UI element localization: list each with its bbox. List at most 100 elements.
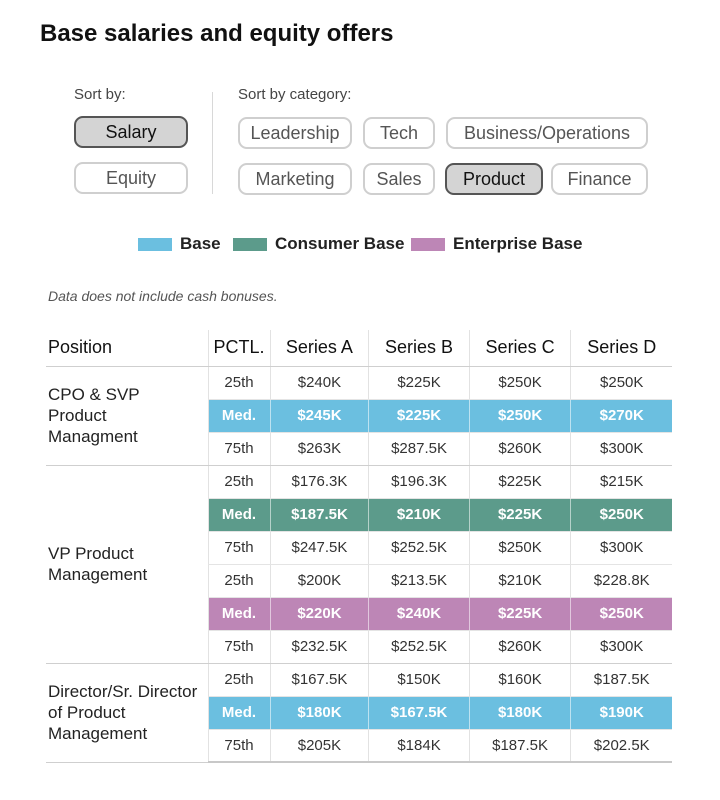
value-cell: $210K	[368, 498, 470, 532]
value-cell: $225K	[468, 498, 571, 532]
table-row: 75th $247.5K $252.5K $250K $300K	[46, 531, 672, 565]
pctl-cell: Med.	[207, 597, 270, 631]
value-cell: $225K	[368, 366, 470, 400]
position-cell: Director/Sr. Director of Product Managem…	[46, 663, 208, 763]
value-cell: $300K	[570, 630, 672, 664]
table-row: Med. $245K $225K $250K $270K	[46, 399, 672, 433]
header-pctl: PCTL.	[207, 330, 270, 367]
pctl-cell: 25th	[207, 366, 270, 400]
value-cell: $167.5K	[269, 663, 369, 697]
value-cell: $167.5K	[368, 696, 470, 730]
header-series-d: Series D	[570, 330, 672, 367]
pctl-cell: 75th	[207, 432, 270, 466]
page-title: Base salaries and equity offers	[40, 20, 394, 47]
sort-by-category-label: Sort by category:	[238, 86, 352, 103]
table-row: Med. $187.5K $210K $225K $250K	[46, 498, 672, 532]
value-cell: $225K	[368, 399, 470, 433]
legend-label: Consumer Base	[275, 234, 405, 253]
value-cell: $213.5K	[368, 564, 470, 598]
table-row: VP Product Management 25th $176.3K $196.3K $…	[46, 465, 672, 664]
legend-base: Base	[138, 234, 221, 254]
salary-table: Position PCTL. Series A Series B Series …	[46, 330, 672, 763]
value-cell: $225K	[468, 465, 571, 499]
value-cell: $220K	[269, 597, 369, 631]
pctl-cell: 25th	[207, 663, 270, 697]
pctl-cell: Med.	[207, 696, 270, 730]
table-row: Med. $180K $167.5K $180K $190K	[46, 696, 672, 730]
legend-label: Enterprise Base	[453, 234, 583, 253]
value-cell: $228.8K	[570, 564, 672, 598]
value-cell: $210K	[468, 564, 571, 598]
pctl-cell: 75th	[207, 729, 270, 763]
value-cell: $250K	[468, 366, 571, 400]
value-cell: $225K	[468, 597, 571, 631]
header-position: Position	[46, 330, 208, 367]
table-row: 25th $200K $213.5K $210K $228.8K	[46, 564, 672, 598]
value-cell: $247.5K	[269, 531, 369, 565]
value-cell: $215K	[570, 465, 672, 499]
table-row: 75th $263K $287.5K $260K $300K	[46, 432, 672, 466]
category-sales-button[interactable]: Sales	[363, 163, 435, 195]
value-cell: $300K	[570, 531, 672, 565]
header-series-b: Series B	[368, 330, 470, 367]
value-cell: $232.5K	[269, 630, 369, 664]
table-header-row: Position PCTL. Series A Series B Series …	[46, 330, 672, 367]
position-cell: VP Product Management	[46, 465, 208, 664]
category-leadership-button[interactable]: Leadership	[238, 117, 352, 149]
value-cell: $196.3K	[368, 465, 470, 499]
value-cell: $252.5K	[368, 531, 470, 565]
table-row: 75th $205K $184K $187.5K $202.5K	[46, 729, 672, 763]
pctl-cell: 25th	[207, 564, 270, 598]
category-marketing-button[interactable]: Marketing	[238, 163, 352, 195]
pctl-cell: 25th	[207, 465, 270, 499]
value-cell: $250K	[468, 531, 571, 565]
category-finance-button[interactable]: Finance	[551, 163, 648, 195]
value-cell: $176.3K	[269, 465, 369, 499]
value-cell: $300K	[570, 432, 672, 466]
value-cell: $287.5K	[368, 432, 470, 466]
value-cell: $250K	[570, 366, 672, 400]
value-cell: $250K	[570, 597, 672, 631]
header-series-a: Series A	[269, 330, 369, 367]
value-cell: $200K	[269, 564, 369, 598]
value-cell: $190K	[570, 696, 672, 730]
legend-enterprise-base: Enterprise Base	[411, 234, 582, 254]
sort-equity-button[interactable]: Equity	[74, 162, 188, 194]
value-cell: $205K	[269, 729, 369, 763]
legend-label: Base	[180, 234, 221, 253]
value-cell: $250K	[468, 399, 571, 433]
category-tech-button[interactable]: Tech	[363, 117, 435, 149]
value-cell: $245K	[269, 399, 369, 433]
value-cell: $250K	[570, 498, 672, 532]
value-cell: $260K	[468, 630, 571, 664]
table-row: 75th $232.5K $252.5K $260K $300K	[46, 630, 672, 664]
pctl-cell: Med.	[207, 399, 270, 433]
value-cell: $180K	[269, 696, 369, 730]
legend-swatch-enterprise	[411, 237, 445, 251]
value-cell: $180K	[468, 696, 571, 730]
legend-swatch-base	[138, 237, 172, 251]
position-cell: CPO & SVP Product Managment	[46, 366, 208, 466]
category-product-button[interactable]: Product	[445, 163, 543, 195]
pctl-cell: Med.	[207, 498, 270, 532]
pctl-cell: 75th	[207, 630, 270, 664]
value-cell: $260K	[468, 432, 571, 466]
table-row: CPO & SVP Product Managment 25th $240K $225…	[46, 366, 672, 466]
table-body: CPO & SVP Product Managment 25th $240K $225…	[46, 366, 672, 763]
header-series-c: Series C	[468, 330, 571, 367]
table-row: Director/Sr. Director of Product Managem…	[46, 663, 672, 763]
value-cell: $263K	[269, 432, 369, 466]
legend-swatch-consumer	[233, 237, 267, 251]
value-cell: $240K	[368, 597, 470, 631]
value-cell: $187.5K	[570, 663, 672, 697]
value-cell: $240K	[269, 366, 369, 400]
data-note: Data does not include cash bonuses.	[48, 288, 278, 304]
category-business-operations-button[interactable]: Business/Operations	[446, 117, 648, 149]
pctl-cell: 75th	[207, 531, 270, 565]
legend-consumer-base: Consumer Base	[233, 234, 404, 254]
sort-by-label: Sort by:	[74, 86, 126, 103]
value-cell: $150K	[368, 663, 470, 697]
table-row: Med. $220K $240K $225K $250K	[46, 597, 672, 631]
sort-salary-button[interactable]: Salary	[74, 116, 188, 148]
